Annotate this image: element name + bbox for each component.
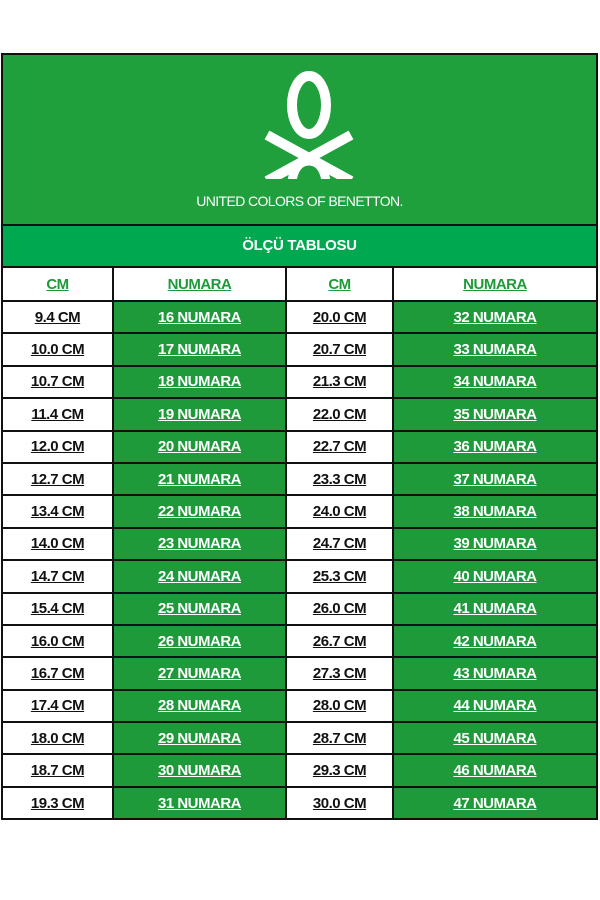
numara-cell: 25 NUMARA	[112, 591, 287, 626]
cm-cell: 28.0 CM	[285, 688, 394, 724]
cm-cell: 15.4 CM	[3, 591, 114, 626]
table-row: 12.0 CM 20 NUMARA 22.7 CM 36 NUMARA	[3, 429, 596, 464]
numara-cell: 17 NUMARA	[112, 332, 287, 367]
table-row: 11.4 CM 19 NUMARA 22.0 CM 35 NUMARA	[3, 397, 596, 432]
table-row: 19.3 CM 31 NUMARA 30.0 CM 47 NUMARA	[3, 785, 596, 819]
cm-cell: 16.7 CM	[3, 656, 114, 691]
cm-cell: 26.7 CM	[285, 623, 394, 659]
table-row: 14.0 CM 23 NUMARA 24.7 CM 39 NUMARA	[3, 526, 596, 562]
chart-title: ÖLÇÜ TABLOSU	[3, 226, 596, 268]
cm-cell: 19.3 CM	[3, 785, 114, 819]
cm-cell: 17.4 CM	[3, 688, 114, 724]
column-header-cm: CM	[3, 268, 114, 302]
table-row: 13.4 CM 22 NUMARA 24.0 CM 38 NUMARA	[3, 494, 596, 529]
column-header-cm: CM	[285, 268, 394, 302]
cm-cell: 16.0 CM	[3, 623, 114, 659]
cm-cell: 24.0 CM	[285, 494, 394, 529]
cm-cell: 20.7 CM	[285, 332, 394, 367]
numara-cell: 44 NUMARA	[392, 688, 596, 724]
size-table: CM NUMARA CM NUMARA 9.4 CM 16 NUMARA 20.0 …	[3, 268, 596, 819]
cm-cell: 22.7 CM	[285, 429, 394, 464]
numara-cell: 45 NUMARA	[392, 721, 596, 756]
numara-cell: 24 NUMARA	[112, 559, 287, 594]
table-row: 14.7 CM 24 NUMARA 25.3 CM 40 NUMARA	[3, 559, 596, 594]
cm-cell: 10.0 CM	[3, 332, 114, 367]
column-header-numara: NUMARA	[112, 268, 287, 302]
numara-cell: 35 NUMARA	[392, 397, 596, 432]
numara-cell: 33 NUMARA	[392, 332, 596, 367]
numara-cell: 18 NUMARA	[112, 364, 287, 400]
numara-cell: 31 NUMARA	[112, 785, 287, 819]
numara-cell: 37 NUMARA	[392, 461, 596, 497]
cm-cell: 18.7 CM	[3, 753, 114, 788]
cm-cell: 18.0 CM	[3, 721, 114, 756]
table-row: 10.7 CM 18 NUMARA 21.3 CM 34 NUMARA	[3, 364, 596, 400]
cm-cell: 22.0 CM	[285, 397, 394, 432]
numara-cell: 34 NUMARA	[392, 364, 596, 400]
table-row: 17.4 CM 28 NUMARA 28.0 CM 44 NUMARA	[3, 688, 596, 724]
numara-cell: 29 NUMARA	[112, 721, 287, 756]
numara-cell: 47 NUMARA	[392, 785, 596, 819]
cm-cell: 24.7 CM	[285, 526, 394, 562]
cm-cell: 25.3 CM	[285, 559, 394, 594]
cm-cell: 27.3 CM	[285, 656, 394, 691]
table-row: 9.4 CM 16 NUMARA 20.0 CM 32 NUMARA	[3, 299, 596, 335]
table-row: 10.0 CM 17 NUMARA 20.7 CM 33 NUMARA	[3, 332, 596, 367]
numara-cell: 39 NUMARA	[392, 526, 596, 562]
table-row: 18.0 CM 29 NUMARA 28.7 CM 45 NUMARA	[3, 721, 596, 756]
cm-cell: 12.7 CM	[3, 461, 114, 497]
cm-cell: 23.3 CM	[285, 461, 394, 497]
numara-cell: 26 NUMARA	[112, 623, 287, 659]
numara-cell: 38 NUMARA	[392, 494, 596, 529]
cm-cell: 9.4 CM	[3, 299, 114, 335]
brand-name: UNITED COLORS OF BENETTON.	[196, 193, 403, 209]
numara-cell: 20 NUMARA	[112, 429, 287, 464]
cm-cell: 20.0 CM	[285, 299, 394, 335]
cm-cell: 28.7 CM	[285, 721, 394, 756]
numara-cell: 41 NUMARA	[392, 591, 596, 626]
numara-cell: 19 NUMARA	[112, 397, 287, 432]
numara-cell: 40 NUMARA	[392, 559, 596, 594]
numara-cell: 30 NUMARA	[112, 753, 287, 788]
cm-cell: 12.0 CM	[3, 429, 114, 464]
table-row: 12.7 CM 21 NUMARA 23.3 CM 37 NUMARA	[3, 461, 596, 497]
cm-cell: 10.7 CM	[3, 364, 114, 400]
numara-cell: 32 NUMARA	[392, 299, 596, 335]
numara-cell: 21 NUMARA	[112, 461, 287, 497]
cm-cell: 30.0 CM	[285, 785, 394, 819]
numara-cell: 43 NUMARA	[392, 656, 596, 691]
cm-cell: 29.3 CM	[285, 753, 394, 788]
numara-cell: 28 NUMARA	[112, 688, 287, 724]
table-row: 16.7 CM 27 NUMARA 27.3 CM 43 NUMARA	[3, 656, 596, 691]
header-row: CM NUMARA CM NUMARA	[3, 268, 596, 302]
numara-cell: 42 NUMARA	[392, 623, 596, 659]
table-row: 15.4 CM 25 NUMARA 26.0 CM 41 NUMARA	[3, 591, 596, 626]
table-row: 16.0 CM 26 NUMARA 26.7 CM 42 NUMARA	[3, 623, 596, 659]
size-chart: UNITED COLORS OF BENETTON. ÖLÇÜ TABLOSU …	[1, 53, 598, 821]
cm-cell: 13.4 CM	[3, 494, 114, 529]
numara-cell: 16 NUMARA	[112, 299, 287, 335]
cm-cell: 11.4 CM	[3, 397, 114, 432]
table-row: 18.7 CM 30 NUMARA 29.3 CM 46 NUMARA	[3, 753, 596, 788]
numara-cell: 23 NUMARA	[112, 526, 287, 562]
brand-header: UNITED COLORS OF BENETTON.	[3, 55, 596, 226]
numara-cell: 36 NUMARA	[392, 429, 596, 464]
benetton-logo-icon	[264, 71, 354, 179]
cm-cell: 14.0 CM	[3, 526, 114, 562]
numara-cell: 22 NUMARA	[112, 494, 287, 529]
cm-cell: 21.3 CM	[285, 364, 394, 400]
numara-cell: 46 NUMARA	[392, 753, 596, 788]
numara-cell: 27 NUMARA	[112, 656, 287, 691]
cm-cell: 14.7 CM	[3, 559, 114, 594]
column-header-numara: NUMARA	[392, 268, 596, 302]
cm-cell: 26.0 CM	[285, 591, 394, 626]
